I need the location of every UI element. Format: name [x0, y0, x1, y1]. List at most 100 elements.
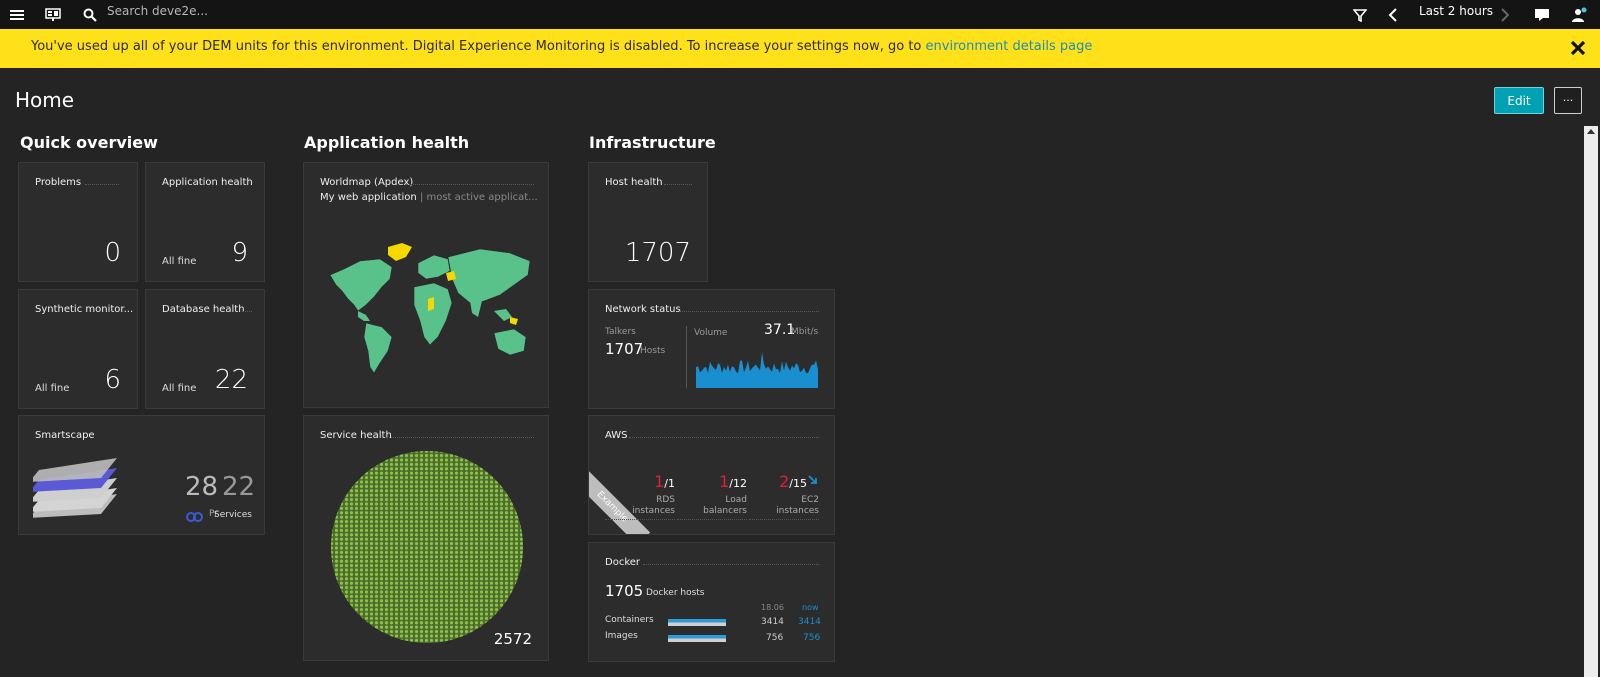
volume-label: Volume — [694, 328, 728, 338]
docker-hosts-value: 1705 — [605, 582, 644, 600]
containers-now: 3414 — [798, 617, 821, 627]
tile-title: Synthetic monitor... — [35, 304, 134, 315]
network-volume-chart[interactable] — [696, 346, 818, 388]
aws-ec2-line2: instances — [776, 506, 819, 516]
divider — [664, 184, 692, 185]
tile-title: Docker — [605, 557, 641, 568]
close-icon[interactable] — [1568, 38, 1588, 58]
application-health-tile[interactable]: Application health All fine 9 — [145, 162, 265, 282]
volume-unit: Mbit/s — [791, 327, 819, 337]
host-health-tile[interactable]: Host health 1707 — [588, 162, 708, 282]
aws-ec2[interactable]: 2/15 — [749, 472, 807, 491]
docker-tile[interactable]: Docker 1705 Docker hosts 18.06 now Conta… — [588, 542, 835, 662]
talkers-value: 1707 — [605, 340, 644, 358]
database-count: 22 — [214, 365, 248, 395]
divider — [679, 311, 819, 312]
smartscape-count-b: 22 — [222, 472, 256, 502]
aws-lb-line1: Load — [725, 495, 747, 505]
menu-icon[interactable] — [8, 0, 26, 29]
col-prev-label: 18.06 — [761, 603, 784, 612]
chat-icon[interactable] — [1533, 0, 1551, 29]
aws-rds-alert: 1 — [654, 472, 665, 491]
divider — [85, 184, 119, 185]
aws-lb-line2: balancers — [703, 506, 747, 516]
tile-title: AWS — [605, 430, 628, 441]
smartscape-label-b: Services — [214, 510, 252, 520]
aws-ec2-alert: 2 — [779, 472, 790, 491]
talkers-label: Talkers — [605, 327, 636, 337]
application-count: 9 — [231, 238, 248, 268]
aws-rds-total: /1 — [664, 477, 675, 490]
environment-details-link[interactable]: environment details page — [925, 39, 1093, 54]
status-text: All fine — [35, 383, 70, 394]
docker-hosts-label: Docker hosts — [646, 588, 705, 598]
service-count: 2572 — [493, 630, 532, 648]
service-health-honeycomb[interactable] — [329, 449, 525, 645]
col-now-label: now — [802, 603, 819, 612]
banner-message: You've used up all of your DEM units for… — [31, 29, 1092, 65]
worldmap-app-sub: | most active applicat... — [419, 192, 538, 203]
images-prev: 756 — [766, 633, 784, 643]
search-icon[interactable] — [81, 0, 99, 29]
divider — [749, 519, 819, 520]
aws-ec2-total: /15 — [789, 477, 807, 490]
aws-rds[interactable]: 1/1 — [605, 472, 675, 491]
problems-count: 0 — [104, 238, 121, 268]
aws-rds-line1: RDS — [656, 495, 675, 505]
filter-icon[interactable] — [1351, 0, 1369, 29]
dem-warning-banner: You've used up all of your DEM units for… — [0, 29, 1600, 68]
worldmap-app-name[interactable]: My web application — [320, 192, 417, 203]
aws-lb-alert: 1 — [719, 472, 730, 491]
containers-prev: 3414 — [761, 617, 784, 627]
scrollbar[interactable] — [1584, 126, 1598, 677]
divider — [677, 519, 747, 520]
aws-load-balancers[interactable]: 1/12 — [677, 472, 747, 491]
aws-lb-total: /12 — [729, 477, 747, 490]
section-quick-overview: Quick overview — [20, 133, 158, 152]
more-options-button[interactable]: ··· — [1554, 87, 1582, 114]
tile-title: Smartscape — [35, 430, 95, 441]
tile-title: Network status — [605, 304, 681, 315]
images-bar — [668, 635, 726, 642]
tile-title: Service health — [320, 430, 392, 441]
images-now: 756 — [803, 633, 821, 643]
divider — [242, 311, 252, 312]
synthetic-count: 6 — [104, 365, 121, 395]
smartscape-label-a: Pr — [209, 509, 218, 519]
top-bar: Search deve2e... Last 2 hours — [0, 0, 1600, 29]
service-health-tile[interactable]: Service health 2572 — [303, 415, 549, 661]
scroll-up-arrow-icon[interactable] — [1587, 129, 1595, 134]
images-label: Images — [605, 631, 638, 641]
dashboard-icon[interactable] — [44, 0, 62, 29]
timeframe-selector[interactable]: Last 2 hours — [1419, 4, 1493, 18]
network-status-tile[interactable]: Network status Talkers 1707 Hosts Volume… — [588, 289, 835, 409]
containers-bar — [668, 619, 726, 626]
divider — [386, 437, 534, 438]
aws-tile[interactable]: AWS Example 1/1 RDS instances 1/12 Load … — [588, 415, 835, 535]
volume-value: 37.1 — [764, 322, 796, 338]
divider — [406, 184, 534, 185]
tile-title: Worldmap (Apdex) — [320, 177, 414, 188]
aws-rds-line2: instances — [632, 506, 675, 516]
tile-title: Host health — [605, 177, 663, 188]
divider — [605, 519, 675, 520]
worldmap-tile[interactable]: Worldmap (Apdex) My web application | mo… — [303, 162, 549, 408]
section-infrastructure: Infrastructure — [589, 133, 716, 152]
user-icon[interactable] — [1570, 0, 1588, 29]
tile-title: Application health — [162, 177, 253, 188]
host-count: 1707 — [624, 238, 691, 268]
aws-ec2-line1: EC2 — [801, 495, 819, 505]
synthetic-monitor-tile[interactable]: Synthetic monitor... All fine 6 — [18, 289, 138, 409]
world-map[interactable] — [330, 241, 540, 373]
containers-label: Containers — [605, 615, 654, 625]
chevron-left-icon[interactable] — [1386, 0, 1400, 29]
chevron-right-icon[interactable] — [1498, 0, 1512, 29]
search-input[interactable]: Search deve2e... — [107, 4, 208, 18]
database-health-tile[interactable]: Database health All fine 22 — [145, 289, 265, 409]
problems-tile[interactable]: Problems 0 — [18, 162, 138, 282]
divider — [686, 326, 687, 388]
smartscape-tile[interactable]: Smartscape 28 22 Pr Services — [18, 415, 265, 535]
tile-title: Database health — [162, 304, 245, 315]
edit-button[interactable]: Edit — [1494, 87, 1544, 114]
smartscape-count-a: 28 — [185, 472, 219, 502]
